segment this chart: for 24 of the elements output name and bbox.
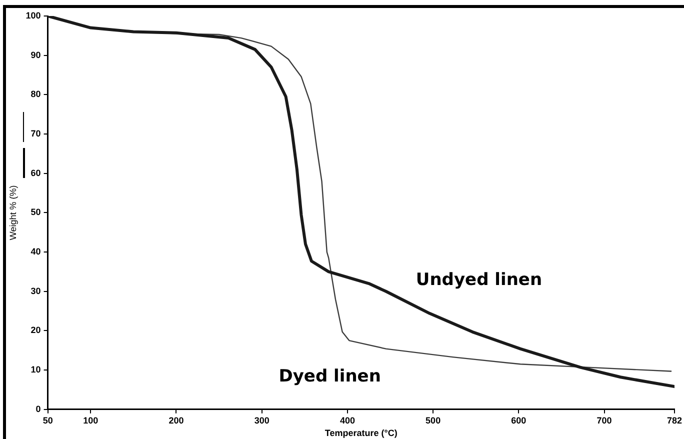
x-tick-label: 700 [596, 415, 612, 426]
y-tick-label: 10 [30, 364, 41, 375]
y-tick-label: 20 [30, 325, 41, 336]
y-tick-label: 80 [30, 89, 41, 100]
x-axis-title: Temperature (°C) [324, 428, 398, 438]
x-tick-label: 782 [666, 415, 682, 426]
y-axis-title: Weight % (%) [8, 185, 18, 240]
y-tick-label: 40 [30, 246, 41, 257]
x-tick-label: 300 [254, 415, 270, 426]
x-tick-label: 600 [511, 415, 526, 426]
x-tick-label: 200 [168, 415, 184, 426]
x-tick-label: 100 [83, 415, 98, 426]
y-tick-label: 70 [30, 128, 41, 139]
x-tick-label: 500 [426, 415, 441, 426]
series-label: Undyed linen [416, 270, 542, 290]
y-tick-label: 60 [30, 168, 41, 178]
y-tick-label: 100 [26, 10, 41, 20]
y-tick-label: 50 [30, 207, 41, 218]
series-label: Dyed linen [278, 366, 381, 387]
y-tick-label: 90 [30, 50, 41, 60]
x-tick-label: 400 [340, 415, 355, 426]
x-tick-label: 50 [42, 415, 53, 426]
y-tick-label: 30 [30, 286, 41, 296]
y-tick-label: 0 [36, 404, 41, 414]
